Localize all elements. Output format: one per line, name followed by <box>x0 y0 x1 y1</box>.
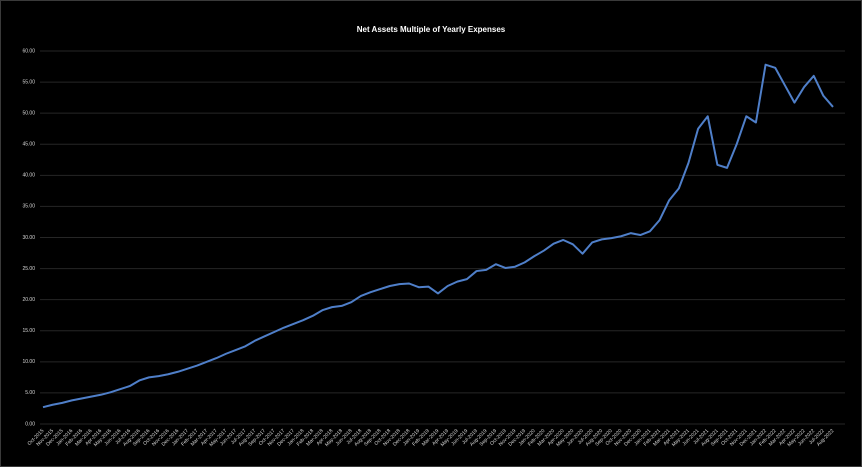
y-tick-label: 15.00 <box>22 328 35 334</box>
y-tick-label: 10.00 <box>22 359 35 365</box>
y-tick-label: 40.00 <box>22 173 35 179</box>
y-tick-label: 25.00 <box>22 266 35 272</box>
y-tick-label: 20.00 <box>22 297 35 303</box>
y-tick-label: 30.00 <box>22 235 35 241</box>
y-tick-label: 55.00 <box>22 79 35 85</box>
y-tick-label: 50.00 <box>22 110 35 116</box>
chart-title: Net Assets Multiple of Yearly Expenses <box>357 25 506 34</box>
y-tick-label: 0.00 <box>25 421 35 427</box>
y-tick-label: 60.00 <box>22 48 35 54</box>
y-tick-label: 35.00 <box>22 204 35 210</box>
y-tick-label: 45.00 <box>22 142 35 148</box>
data-line <box>42 63 834 409</box>
y-tick-label: 5.00 <box>25 390 35 396</box>
